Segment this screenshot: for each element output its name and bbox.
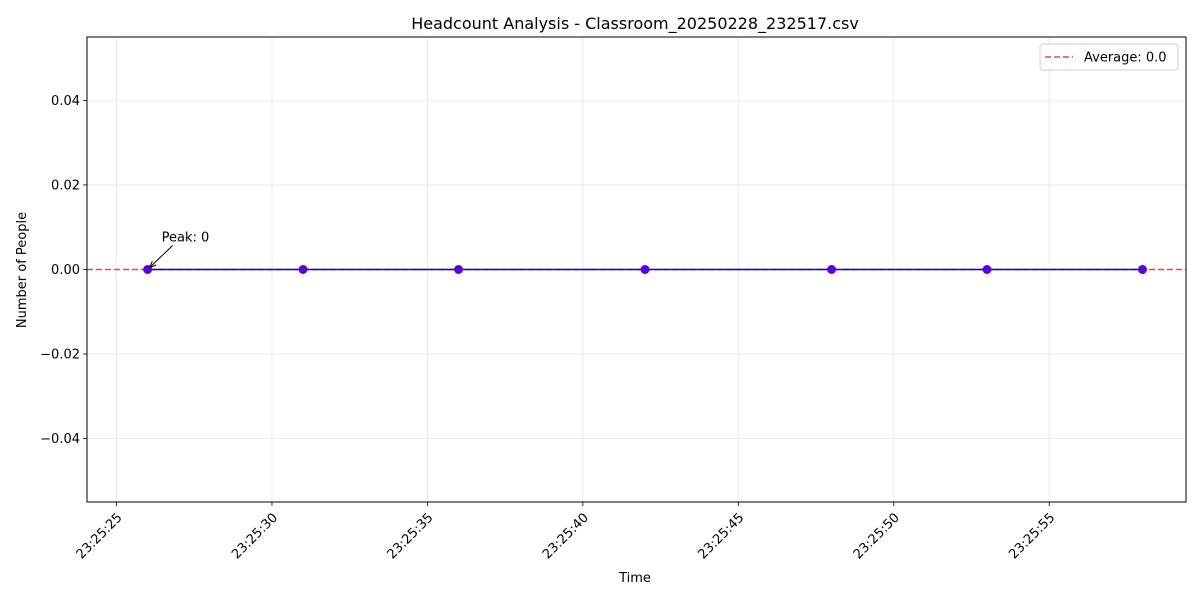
peak-annotation-arrow bbox=[149, 245, 173, 268]
y-tick-label: 0.04 bbox=[51, 94, 80, 109]
x-tick-label: 23:25:45 bbox=[695, 510, 747, 562]
peak-annotation-label: Peak: 0 bbox=[162, 231, 210, 246]
annotation-layer: Peak: 0 bbox=[148, 231, 210, 269]
peak-annotation-arrowhead bbox=[148, 260, 157, 269]
x-tick-label: 23:25:55 bbox=[1006, 510, 1058, 562]
x-axis-label: Time bbox=[618, 571, 651, 586]
y-tick-label: −0.04 bbox=[40, 432, 80, 447]
y-axis-label: Number of People bbox=[15, 212, 30, 328]
x-tick-label: 23:25:40 bbox=[540, 510, 592, 562]
data-point bbox=[1137, 265, 1147, 274]
y-tick-label: −0.02 bbox=[40, 348, 80, 363]
data-point bbox=[298, 265, 308, 274]
x-tick-label: 23:25:50 bbox=[851, 510, 903, 562]
y-tick-label: 0.00 bbox=[51, 263, 80, 278]
data-point bbox=[640, 265, 650, 274]
data-point bbox=[982, 265, 992, 274]
series-layer bbox=[143, 265, 1147, 274]
legend-box bbox=[1039, 43, 1179, 71]
legend: Average: 0.0 bbox=[1039, 43, 1179, 71]
data-point bbox=[454, 265, 464, 274]
x-tick-label: 23:25:25 bbox=[74, 510, 126, 562]
x-tick-label: 23:25:30 bbox=[229, 510, 281, 562]
chart-title: Headcount Analysis - Classroom_20250228_… bbox=[411, 14, 859, 34]
legend-average-label: Average: 0.0 bbox=[1084, 51, 1167, 66]
x-tick-label: 23:25:35 bbox=[385, 510, 437, 562]
data-point bbox=[827, 265, 837, 274]
tick-layer: 23:25:25 23:25:30 23:25:35 23:25:40 23:25:45… bbox=[40, 94, 1058, 562]
y-tick-label: 0.02 bbox=[51, 178, 80, 193]
